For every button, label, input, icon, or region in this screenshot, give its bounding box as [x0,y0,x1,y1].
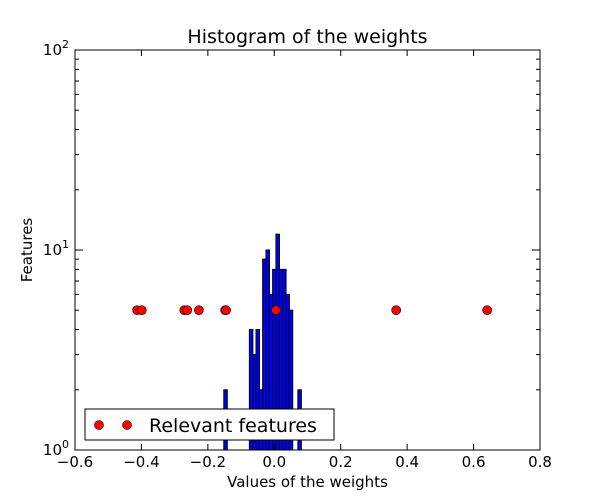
y-tick-exponent: 0 [62,438,69,451]
scatter-point [182,305,193,316]
scatter-points [132,305,492,316]
x-tick-label: −0.4 [123,453,159,471]
y-tick-label: 101 [43,238,69,259]
x-tick-label: 0.8 [528,453,552,471]
x-tick-label: 0.6 [462,453,486,471]
plot-frame [74,49,541,451]
x-tick-label: 0.0 [262,453,286,471]
x-tick-label: 0.2 [329,453,353,471]
x-tick-label: −0.6 [57,453,93,471]
y-tick-label: 100 [43,438,69,459]
scatter-point [482,305,492,316]
y-tick-base: 10 [43,441,62,459]
y-tick-base: 10 [43,41,62,59]
histogram-bars [223,233,302,451]
y-tick-exponent: 1 [62,238,69,251]
legend: Relevant features [84,408,335,441]
scatter-point [391,305,401,316]
x-tick-label: −0.2 [190,453,226,471]
scatter-point [136,305,147,316]
legend-label: Relevant features [149,415,317,437]
chart-title: Histogram of the weights [187,26,427,48]
x-tick-label: 0.4 [395,453,419,471]
y-tick-base: 10 [43,241,62,259]
legend-box [84,408,335,441]
x-axis-label: Values of the weights [227,473,388,491]
y-axis-label: Features [18,218,36,283]
y-tick-exponent: 2 [62,38,69,51]
legend-marker [122,420,132,430]
scatter-point [271,305,281,316]
legend-marker [94,420,104,430]
scatter-point [194,305,204,316]
scatter-point [221,305,231,316]
y-tick-label: 102 [43,38,69,59]
